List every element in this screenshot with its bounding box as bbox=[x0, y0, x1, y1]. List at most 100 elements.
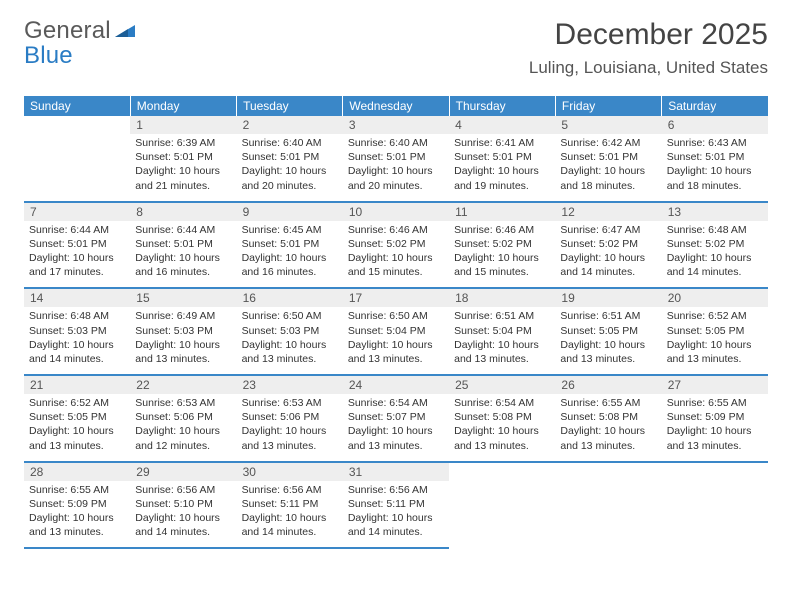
day-number: 9 bbox=[237, 203, 343, 221]
month-title: December 2025 bbox=[529, 18, 768, 52]
day-number: 13 bbox=[662, 203, 768, 221]
day-number: 30 bbox=[237, 463, 343, 481]
location-label: Luling, Louisiana, United States bbox=[529, 58, 768, 78]
calendar-day-cell: 16Sunrise: 6:50 AMSunset: 5:03 PMDayligh… bbox=[237, 288, 343, 375]
weekday-header: Saturday bbox=[662, 96, 768, 116]
calendar-day-cell: 28Sunrise: 6:55 AMSunset: 5:09 PMDayligh… bbox=[24, 462, 130, 549]
calendar-week-row: 1Sunrise: 6:39 AMSunset: 5:01 PMDaylight… bbox=[24, 116, 768, 202]
day-number: 24 bbox=[343, 376, 449, 394]
day-content: Sunrise: 6:55 AMSunset: 5:08 PMDaylight:… bbox=[555, 394, 661, 461]
day-content: Sunrise: 6:52 AMSunset: 5:05 PMDaylight:… bbox=[24, 394, 130, 461]
calendar-week-row: 28Sunrise: 6:55 AMSunset: 5:09 PMDayligh… bbox=[24, 462, 768, 549]
day-content: Sunrise: 6:41 AMSunset: 5:01 PMDaylight:… bbox=[449, 134, 555, 201]
day-number: 12 bbox=[555, 203, 661, 221]
day-number: 23 bbox=[237, 376, 343, 394]
day-number: 29 bbox=[130, 463, 236, 481]
day-content: Sunrise: 6:40 AMSunset: 5:01 PMDaylight:… bbox=[237, 134, 343, 201]
calendar-day-cell: 17Sunrise: 6:50 AMSunset: 5:04 PMDayligh… bbox=[343, 288, 449, 375]
day-number: 14 bbox=[24, 289, 130, 307]
day-number: 28 bbox=[24, 463, 130, 481]
day-number: 6 bbox=[662, 116, 768, 134]
weekday-header: Friday bbox=[555, 96, 661, 116]
calendar-day-cell: 21Sunrise: 6:52 AMSunset: 5:05 PMDayligh… bbox=[24, 375, 130, 462]
calendar-week-row: 14Sunrise: 6:48 AMSunset: 5:03 PMDayligh… bbox=[24, 288, 768, 375]
day-content: Sunrise: 6:43 AMSunset: 5:01 PMDaylight:… bbox=[662, 134, 768, 201]
calendar-day-cell: 4Sunrise: 6:41 AMSunset: 5:01 PMDaylight… bbox=[449, 116, 555, 202]
calendar-day-cell: 7Sunrise: 6:44 AMSunset: 5:01 PMDaylight… bbox=[24, 202, 130, 289]
calendar-day-cell: 29Sunrise: 6:56 AMSunset: 5:10 PMDayligh… bbox=[130, 462, 236, 549]
day-number: 10 bbox=[343, 203, 449, 221]
calendar-day-cell: 12Sunrise: 6:47 AMSunset: 5:02 PMDayligh… bbox=[555, 202, 661, 289]
calendar-day-cell bbox=[555, 462, 661, 549]
day-content: Sunrise: 6:46 AMSunset: 5:02 PMDaylight:… bbox=[343, 221, 449, 288]
day-number: 31 bbox=[343, 463, 449, 481]
day-number: 1 bbox=[130, 116, 236, 134]
day-number: 18 bbox=[449, 289, 555, 307]
day-number: 25 bbox=[449, 376, 555, 394]
weekday-header: Sunday bbox=[24, 96, 130, 116]
day-number: 7 bbox=[24, 203, 130, 221]
calendar-day-cell: 8Sunrise: 6:44 AMSunset: 5:01 PMDaylight… bbox=[130, 202, 236, 289]
calendar-day-cell: 18Sunrise: 6:51 AMSunset: 5:04 PMDayligh… bbox=[449, 288, 555, 375]
logo-mark-icon bbox=[115, 18, 135, 43]
day-content: Sunrise: 6:52 AMSunset: 5:05 PMDaylight:… bbox=[662, 307, 768, 374]
day-number: 20 bbox=[662, 289, 768, 307]
day-number: 27 bbox=[662, 376, 768, 394]
day-number: 21 bbox=[24, 376, 130, 394]
weekday-header: Wednesday bbox=[343, 96, 449, 116]
day-content: Sunrise: 6:56 AMSunset: 5:11 PMDaylight:… bbox=[343, 481, 449, 548]
day-content: Sunrise: 6:39 AMSunset: 5:01 PMDaylight:… bbox=[130, 134, 236, 201]
day-content: Sunrise: 6:48 AMSunset: 5:03 PMDaylight:… bbox=[24, 307, 130, 374]
day-number: 19 bbox=[555, 289, 661, 307]
logo-text-general: General bbox=[24, 17, 111, 44]
calendar-body: 1Sunrise: 6:39 AMSunset: 5:01 PMDaylight… bbox=[24, 116, 768, 548]
calendar-day-cell: 23Sunrise: 6:53 AMSunset: 5:06 PMDayligh… bbox=[237, 375, 343, 462]
calendar-day-cell: 27Sunrise: 6:55 AMSunset: 5:09 PMDayligh… bbox=[662, 375, 768, 462]
logo: GeneralBlue bbox=[24, 18, 135, 68]
calendar-table: SundayMondayTuesdayWednesdayThursdayFrid… bbox=[24, 96, 768, 549]
calendar-week-row: 21Sunrise: 6:52 AMSunset: 5:05 PMDayligh… bbox=[24, 375, 768, 462]
header: GeneralBlue December 2025 Luling, Louisi… bbox=[24, 18, 768, 78]
day-content: Sunrise: 6:54 AMSunset: 5:07 PMDaylight:… bbox=[343, 394, 449, 461]
calendar-day-cell: 20Sunrise: 6:52 AMSunset: 5:05 PMDayligh… bbox=[662, 288, 768, 375]
day-number: 26 bbox=[555, 376, 661, 394]
day-content: Sunrise: 6:47 AMSunset: 5:02 PMDaylight:… bbox=[555, 221, 661, 288]
day-content: Sunrise: 6:56 AMSunset: 5:11 PMDaylight:… bbox=[237, 481, 343, 548]
calendar-day-cell: 9Sunrise: 6:45 AMSunset: 5:01 PMDaylight… bbox=[237, 202, 343, 289]
day-number: 11 bbox=[449, 203, 555, 221]
day-content: Sunrise: 6:46 AMSunset: 5:02 PMDaylight:… bbox=[449, 221, 555, 288]
calendar-day-cell: 19Sunrise: 6:51 AMSunset: 5:05 PMDayligh… bbox=[555, 288, 661, 375]
calendar-day-cell: 24Sunrise: 6:54 AMSunset: 5:07 PMDayligh… bbox=[343, 375, 449, 462]
calendar-day-cell: 30Sunrise: 6:56 AMSunset: 5:11 PMDayligh… bbox=[237, 462, 343, 549]
calendar-day-cell: 6Sunrise: 6:43 AMSunset: 5:01 PMDaylight… bbox=[662, 116, 768, 202]
weekday-header-row: SundayMondayTuesdayWednesdayThursdayFrid… bbox=[24, 96, 768, 116]
day-content: Sunrise: 6:44 AMSunset: 5:01 PMDaylight:… bbox=[130, 221, 236, 288]
calendar-day-cell bbox=[449, 462, 555, 549]
day-content: Sunrise: 6:55 AMSunset: 5:09 PMDaylight:… bbox=[24, 481, 130, 548]
day-number: 15 bbox=[130, 289, 236, 307]
weekday-header: Monday bbox=[130, 96, 236, 116]
calendar-day-cell bbox=[662, 462, 768, 549]
day-number: 5 bbox=[555, 116, 661, 134]
calendar-week-row: 7Sunrise: 6:44 AMSunset: 5:01 PMDaylight… bbox=[24, 202, 768, 289]
calendar-day-cell: 5Sunrise: 6:42 AMSunset: 5:01 PMDaylight… bbox=[555, 116, 661, 202]
day-content: Sunrise: 6:53 AMSunset: 5:06 PMDaylight:… bbox=[237, 394, 343, 461]
day-number: 17 bbox=[343, 289, 449, 307]
logo-text-blue: Blue bbox=[24, 42, 73, 69]
day-content: Sunrise: 6:44 AMSunset: 5:01 PMDaylight:… bbox=[24, 221, 130, 288]
calendar-day-cell: 13Sunrise: 6:48 AMSunset: 5:02 PMDayligh… bbox=[662, 202, 768, 289]
calendar-day-cell: 14Sunrise: 6:48 AMSunset: 5:03 PMDayligh… bbox=[24, 288, 130, 375]
day-content: Sunrise: 6:42 AMSunset: 5:01 PMDaylight:… bbox=[555, 134, 661, 201]
calendar-day-cell: 26Sunrise: 6:55 AMSunset: 5:08 PMDayligh… bbox=[555, 375, 661, 462]
day-content: Sunrise: 6:51 AMSunset: 5:04 PMDaylight:… bbox=[449, 307, 555, 374]
day-content: Sunrise: 6:50 AMSunset: 5:04 PMDaylight:… bbox=[343, 307, 449, 374]
day-content: Sunrise: 6:40 AMSunset: 5:01 PMDaylight:… bbox=[343, 134, 449, 201]
calendar-day-cell: 1Sunrise: 6:39 AMSunset: 5:01 PMDaylight… bbox=[130, 116, 236, 202]
day-number: 16 bbox=[237, 289, 343, 307]
day-number: 22 bbox=[130, 376, 236, 394]
calendar-day-cell: 15Sunrise: 6:49 AMSunset: 5:03 PMDayligh… bbox=[130, 288, 236, 375]
day-content: Sunrise: 6:56 AMSunset: 5:10 PMDaylight:… bbox=[130, 481, 236, 548]
day-number: 3 bbox=[343, 116, 449, 134]
calendar-day-cell: 3Sunrise: 6:40 AMSunset: 5:01 PMDaylight… bbox=[343, 116, 449, 202]
day-content: Sunrise: 6:49 AMSunset: 5:03 PMDaylight:… bbox=[130, 307, 236, 374]
